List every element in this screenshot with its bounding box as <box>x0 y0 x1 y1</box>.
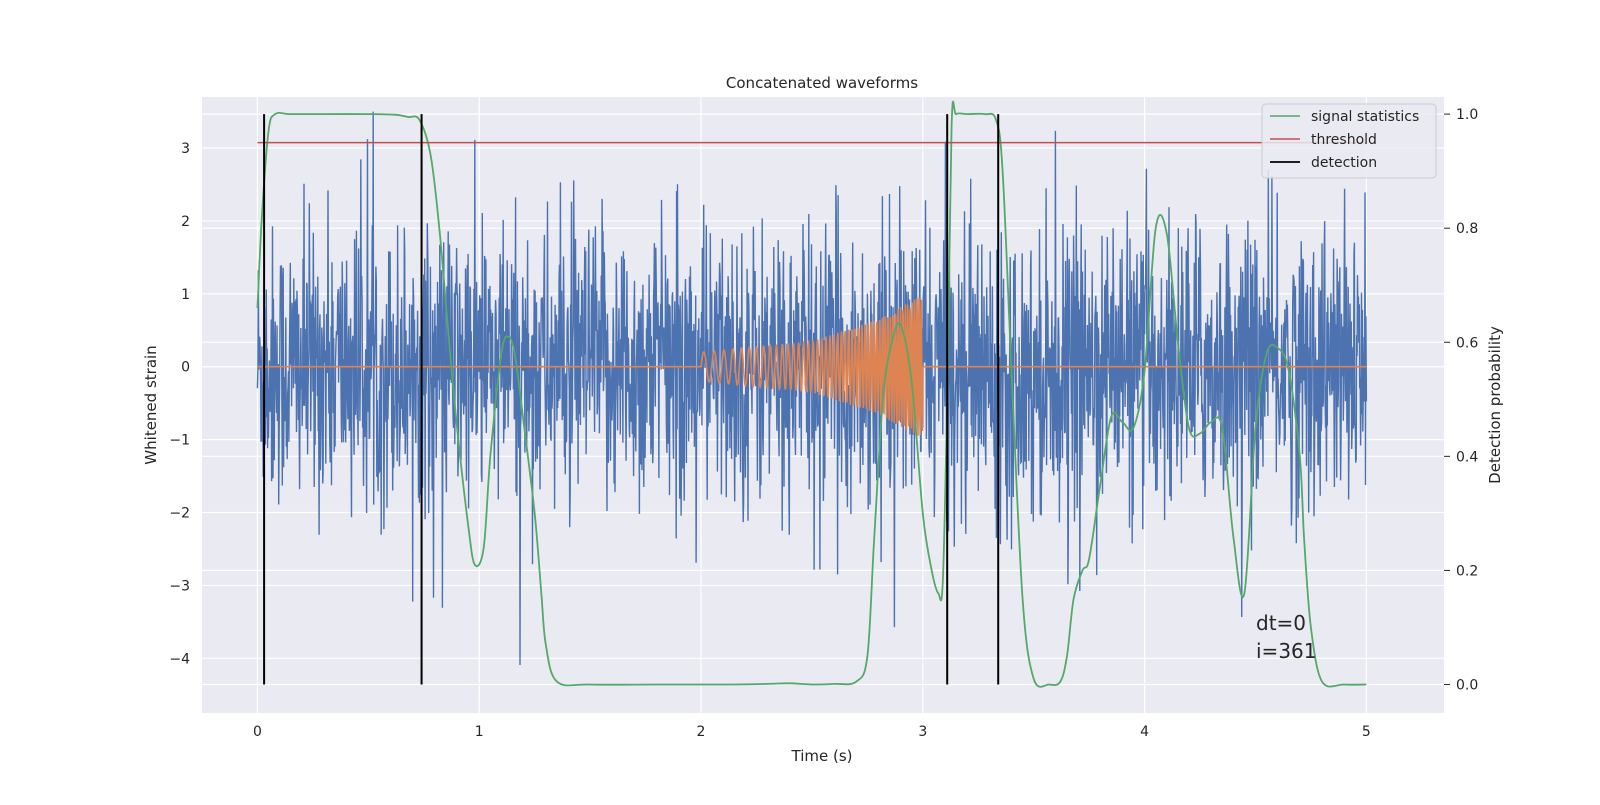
legend-label-threshold: threshold <box>1311 132 1377 148</box>
x-axis-label: Time (s) <box>791 747 853 765</box>
right-axis-ticks: 0.0 0.2 0.4 0.6 0.8 1.0 <box>1444 107 1478 693</box>
left-axis-ticks: −4 −3 −2 −1 0 1 2 3 <box>169 141 190 667</box>
annotation-dt: dt=0 <box>1256 611 1306 635</box>
legend-box <box>1261 103 1437 179</box>
bottom-axis-ticks: 0 1 2 3 4 5 <box>253 724 1371 740</box>
x-tick-label: 3 <box>918 724 927 740</box>
series-chirp-line <box>257 297 1367 436</box>
x-tick-label: 2 <box>697 724 706 740</box>
y-tick-label: −1 <box>169 433 190 449</box>
y-tick-label: 0 <box>181 360 190 376</box>
x-tick-label: 4 <box>1140 724 1149 740</box>
y2-axis-label: Detection probability <box>1486 326 1504 484</box>
y-tick-label: 1 <box>181 287 190 303</box>
series-strain-line <box>256 111 1368 666</box>
y2-tick-label: 0.0 <box>1456 677 1478 693</box>
y2-tick-label: 0.8 <box>1456 221 1478 237</box>
y-tick-label: 2 <box>181 214 190 230</box>
legend-label-detection: detection <box>1311 155 1377 171</box>
y-tick-label: −2 <box>169 506 190 522</box>
legend-label-signal-statistics: signal statistics <box>1311 109 1419 125</box>
series-layer <box>256 100 1368 688</box>
chart-title: Concatenated waveforms <box>726 74 918 92</box>
y2-tick-label: 1.0 <box>1456 107 1478 123</box>
y-axis-label: Whitened strain <box>142 345 160 464</box>
y2-tick-label: 0.2 <box>1456 563 1478 579</box>
x-tick-label: 0 <box>253 724 262 740</box>
x-tick-label: 5 <box>1362 724 1371 740</box>
legend: signal statistics threshold detection <box>1261 103 1437 179</box>
y2-tick-label: 0.4 <box>1456 449 1478 465</box>
y-tick-label: −4 <box>169 651 190 667</box>
annotation-i: i=361 <box>1256 639 1317 663</box>
series-signal-statistics-line <box>256 100 1367 688</box>
y-tick-label: 3 <box>181 141 190 157</box>
y-tick-label: −3 <box>169 578 190 594</box>
x-tick-label: 1 <box>475 724 484 740</box>
y2-tick-label: 0.6 <box>1456 335 1478 351</box>
